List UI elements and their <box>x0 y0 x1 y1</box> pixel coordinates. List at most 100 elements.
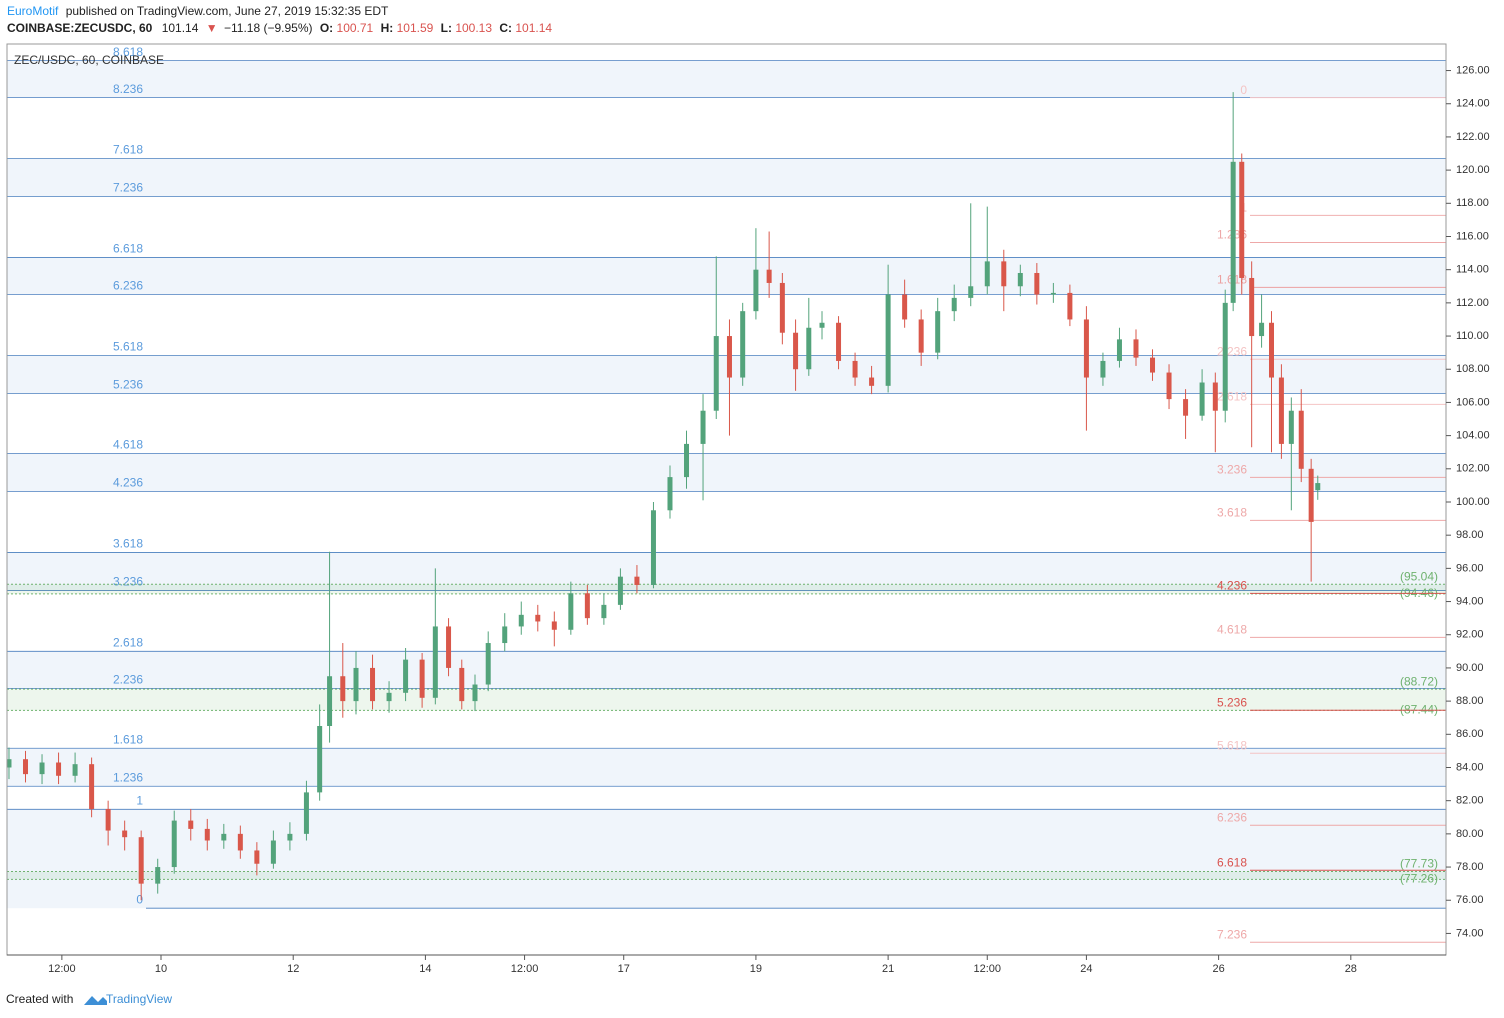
x-tick-label: 12 <box>287 963 299 975</box>
fib-band <box>7 60 1446 98</box>
candle-body <box>1212 382 1218 411</box>
x-tick-label: 12:00 <box>973 963 1001 975</box>
fib-label: 0 <box>136 892 143 906</box>
h-label: H: <box>381 21 394 35</box>
x-tick-label: 12:00 <box>511 963 539 975</box>
fib-label: 3.618 <box>113 537 143 551</box>
candle-body <box>403 659 409 693</box>
candle-body <box>634 576 640 585</box>
fib-band <box>7 651 1446 689</box>
candle-body <box>56 762 62 776</box>
candle-body <box>6 759 12 768</box>
y-tick-label: 82.00 <box>1456 795 1484 807</box>
zone <box>7 689 1446 711</box>
candle-body <box>601 604 607 619</box>
candle-body <box>1222 302 1228 411</box>
y-tick-label: 118.00 <box>1456 197 1489 209</box>
candle-body <box>327 676 333 727</box>
fib-ext-label: 2.618 <box>1217 390 1247 404</box>
fib-label: 5.236 <box>113 378 143 392</box>
h-value: 101.59 <box>397 21 434 35</box>
candle-body <box>852 360 858 378</box>
candle-body <box>204 828 210 841</box>
candle-body <box>951 297 957 312</box>
candle-body <box>1315 483 1321 491</box>
x-tick-label: 10 <box>155 963 167 975</box>
candle-body <box>885 294 891 386</box>
candle-body <box>155 867 161 884</box>
fib-band <box>7 393 1446 454</box>
fib-label: 2.618 <box>113 636 143 650</box>
fib-band <box>7 786 1446 810</box>
x-tick-label: 14 <box>419 963 431 975</box>
author[interactable]: EuroMotif <box>7 4 59 18</box>
fib-ext-label: 3.236 <box>1217 463 1247 477</box>
symbol: COINBASE:ZECUSDC, 60 <box>7 21 153 35</box>
y-tick-label: 120.00 <box>1456 164 1490 176</box>
candle-body <box>568 593 574 630</box>
candle-body <box>270 840 276 864</box>
candle-body <box>918 319 924 353</box>
candle-body <box>869 377 875 386</box>
fib-band <box>7 453 1446 492</box>
published: published on TradingView.com, June 27, 2… <box>66 4 389 18</box>
y-tick-label: 112.00 <box>1456 297 1489 309</box>
fib-band <box>7 748 1446 787</box>
candle-body <box>518 614 524 627</box>
fib-label: 8.236 <box>113 82 143 96</box>
candle-body <box>1183 399 1189 416</box>
x-tick-label: 28 <box>1345 963 1357 975</box>
l-value: 100.13 <box>455 21 492 35</box>
candle-body <box>713 336 719 411</box>
candle-body <box>287 833 293 841</box>
y-tick-label: 122.00 <box>1456 131 1490 143</box>
y-tick-label: 78.00 <box>1456 861 1484 873</box>
fib-band <box>7 355 1446 394</box>
candle-body <box>617 576 623 605</box>
y-tick-label: 96.00 <box>1456 562 1484 574</box>
y-tick-label: 80.00 <box>1456 828 1484 840</box>
y-tick-label: 88.00 <box>1456 695 1484 707</box>
x-tick-label: 24 <box>1080 963 1092 975</box>
candle-body <box>485 643 491 685</box>
zone-label: (95.04) <box>1400 569 1438 583</box>
zone <box>7 871 1446 880</box>
candle-body <box>1050 292 1056 295</box>
y-tick-label: 98.00 <box>1456 529 1484 541</box>
fib-band <box>7 196 1446 258</box>
y-tick-label: 126.00 <box>1456 64 1490 76</box>
fib-label: 6.236 <box>113 279 143 293</box>
y-tick-label: 76.00 <box>1456 894 1484 906</box>
x-tick-label: 12:00 <box>48 963 76 975</box>
candle-body <box>902 294 908 320</box>
y-tick-label: 124.00 <box>1456 98 1490 110</box>
fib-label: 1 <box>136 793 143 807</box>
candle-body <box>370 667 376 702</box>
fib-label: 5.618 <box>113 340 143 354</box>
candle-body <box>340 676 346 702</box>
candle-body <box>502 626 508 644</box>
candle-body <box>1166 372 1172 400</box>
candle-body <box>684 443 690 478</box>
x-tick-label: 19 <box>750 963 762 975</box>
y-tick-label: 110.00 <box>1456 330 1489 342</box>
candle-body <box>171 820 177 868</box>
candle-body <box>89 764 95 809</box>
candle-body <box>459 667 465 702</box>
fib-label: 3.236 <box>113 575 143 589</box>
fib-band <box>7 294 1446 356</box>
footer-brand[interactable]: TradingView <box>106 992 172 1006</box>
fib-label: 4.618 <box>113 438 143 452</box>
candle-body <box>1133 339 1139 358</box>
candle-body <box>650 510 656 585</box>
candle-body <box>317 726 323 793</box>
fib-band <box>7 257 1446 295</box>
zone <box>7 584 1446 594</box>
candle-body <box>700 410 706 444</box>
change: −11.18 (−9.95%) <box>224 21 313 35</box>
candle-body <box>419 659 425 698</box>
candle-body <box>1239 161 1245 278</box>
fib-ext-label: 0 <box>1240 83 1247 97</box>
